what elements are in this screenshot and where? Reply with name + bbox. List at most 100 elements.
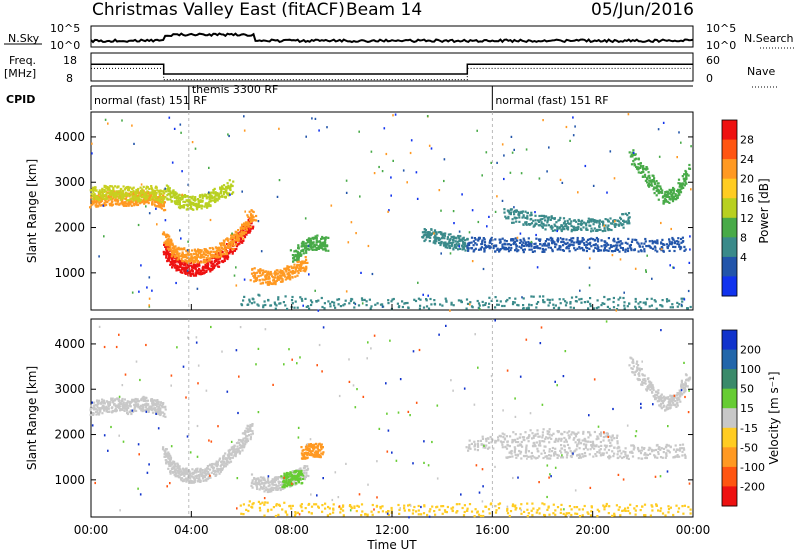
power-cell: [530, 213, 533, 217]
power-speck: [619, 258, 622, 261]
power-cell: [652, 188, 655, 191]
power-speck: [542, 119, 544, 122]
power-cell: [527, 307, 530, 310]
power-cell: [302, 252, 305, 255]
power-cell: [261, 278, 264, 281]
power-cell: [92, 200, 96, 203]
power-cell: [633, 153, 636, 156]
power-cell: [656, 182, 659, 185]
power-cell: [211, 254, 214, 257]
power-cell: [615, 308, 619, 311]
power-cell: [406, 301, 409, 305]
velocity-cell: [263, 477, 266, 480]
power-cell: [200, 204, 203, 207]
power-cell: [633, 162, 636, 165]
power-cell: [666, 200, 669, 203]
power-cell: [205, 256, 208, 260]
power-speck: [260, 250, 263, 253]
power-speck: [468, 231, 471, 234]
power-cell: [131, 195, 135, 198]
power-speck: [634, 267, 637, 270]
power-cell: [688, 167, 692, 170]
power-cell: [300, 253, 303, 256]
power-speck: [347, 241, 350, 244]
power-cell: [634, 153, 637, 156]
power-cell: [171, 243, 174, 247]
power-cell: [232, 244, 235, 247]
power-cell: [525, 307, 528, 310]
velocity-cell: [168, 454, 172, 457]
velocity-cell: [96, 402, 99, 405]
power-speck: [345, 191, 348, 194]
power-cell: [427, 232, 431, 235]
power-cell: [164, 208, 167, 212]
power-cell: [334, 306, 337, 309]
power-cell: [582, 249, 585, 252]
power-cell: [673, 188, 676, 191]
power-cell: [179, 270, 182, 273]
velocity-cell: [115, 404, 118, 407]
power-cell: [421, 236, 424, 239]
power-cell: [451, 243, 454, 246]
power-cell: [424, 231, 427, 234]
power-cell: [535, 222, 538, 226]
power-cell: [672, 189, 676, 192]
power-cell: [166, 260, 169, 263]
velocity-cell: [259, 476, 263, 479]
freq-label-2: [MHz]: [4, 67, 36, 80]
power-cell: [509, 248, 512, 252]
power-cell: [291, 276, 294, 279]
power-cell: [235, 231, 238, 234]
power-cell: [619, 222, 622, 225]
power-cell: [212, 189, 215, 192]
power-cell: [228, 179, 231, 182]
power-cell: [275, 279, 278, 282]
power-cell: [274, 281, 277, 285]
velocity-cell: [221, 463, 224, 466]
power-cell: [461, 248, 464, 251]
power-cell: [185, 250, 188, 253]
velocity-cell: [237, 438, 241, 442]
velocity-cell: [263, 490, 266, 493]
power-cell: [305, 251, 308, 254]
power-cell: [176, 264, 179, 267]
power-cell: [543, 244, 546, 247]
power-cell: [438, 241, 441, 244]
power-cell: [168, 254, 171, 257]
power-cell: [522, 241, 525, 244]
power-cell: [197, 262, 200, 266]
power-cell: [458, 237, 461, 240]
power-cell: [555, 221, 558, 224]
power-cell: [194, 202, 197, 205]
power-speck: [308, 273, 310, 276]
power-cell: [668, 238, 671, 241]
power-cell: [197, 248, 200, 251]
power-cell: [126, 199, 129, 202]
power-cell: [136, 197, 139, 201]
power-cell: [622, 296, 625, 300]
velocity-cell: [203, 475, 207, 479]
power-cell: [503, 248, 506, 251]
power-cell: [251, 297, 254, 300]
power-cell: [524, 210, 527, 213]
power-cell: [627, 216, 630, 219]
velocity-cell: [121, 397, 124, 401]
power-cell: [449, 246, 452, 250]
power-speck: [579, 289, 581, 292]
velocity-cell: [312, 454, 316, 457]
power-cell: [668, 195, 671, 198]
power-cell: [309, 237, 312, 240]
power-cell: [587, 242, 590, 245]
velocity-cell: [146, 407, 149, 410]
power-cell: [203, 261, 207, 264]
power-cell: [250, 214, 253, 217]
power-cell: [612, 300, 615, 304]
power-cell: [546, 298, 549, 301]
power-cell: [165, 256, 168, 259]
power-cell: [622, 219, 625, 222]
power-cell: [512, 238, 515, 241]
power-cell: [116, 193, 119, 196]
velocity-cell: [101, 398, 104, 401]
power-speck: [191, 141, 194, 144]
power-cell: [612, 244, 615, 247]
